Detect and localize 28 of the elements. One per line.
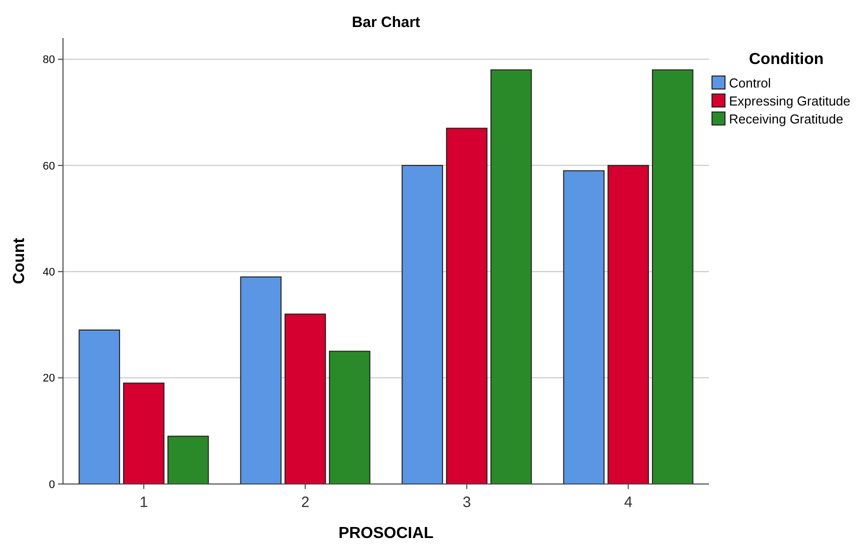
bar [563, 170, 605, 484]
x-tick-label: 3 [462, 494, 471, 511]
y-tick-label: 0 [48, 478, 55, 491]
y-tick-label: 20 [42, 372, 55, 385]
bar [167, 436, 209, 484]
y-tick-label: 60 [42, 160, 55, 172]
bar [608, 164, 649, 484]
x-tick-label: 1 [140, 494, 148, 511]
bar [652, 69, 694, 484]
y-axis-title: Count [11, 237, 28, 284]
legend-label: Receiving Gratitude [729, 112, 844, 127]
bar [328, 350, 370, 484]
legend-label: Expressing Gratitude [729, 94, 850, 109]
bar [123, 382, 164, 484]
chart-title: Bar Chart [352, 14, 420, 31]
x-tick-label: 4 [624, 494, 632, 511]
x-axis-title: PROSOCIAL [338, 525, 434, 542]
y-tick-label: 40 [42, 266, 55, 278]
bar [78, 330, 120, 484]
bar [490, 69, 532, 484]
x-tick-label: 2 [301, 494, 310, 511]
y-tick-label: 80 [42, 54, 55, 66]
bar [446, 128, 488, 484]
legend-title: Condition [749, 51, 824, 68]
bar [240, 276, 282, 484]
legend-label: Control [729, 76, 772, 91]
bar [284, 314, 326, 484]
bar [402, 164, 444, 484]
